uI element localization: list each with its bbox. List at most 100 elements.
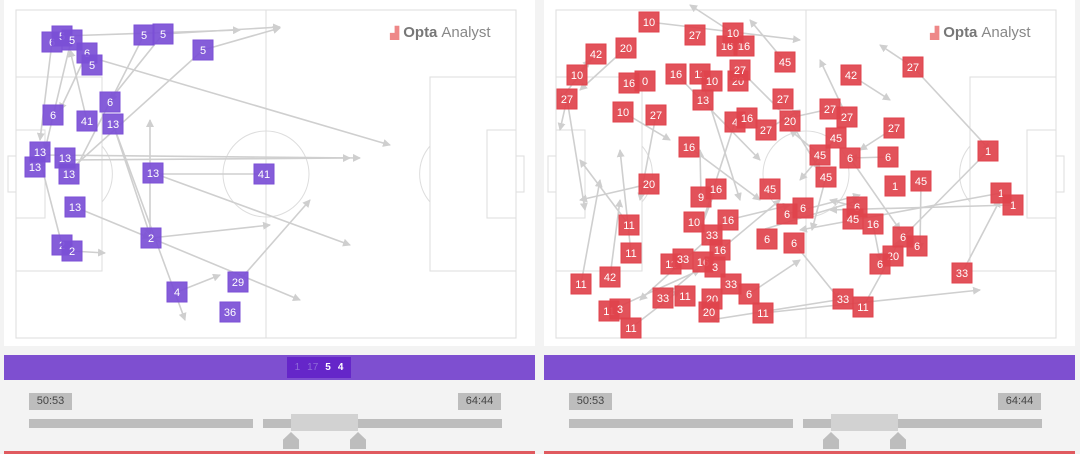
player-number: 20 bbox=[703, 307, 715, 319]
player-marker: 10 bbox=[566, 64, 588, 86]
player-number: 11 bbox=[694, 69, 705, 81]
marker-square bbox=[58, 163, 80, 185]
marker-square bbox=[840, 64, 862, 86]
player-number: 10 bbox=[617, 107, 629, 119]
player-filter-box[interactable]: 1 17 5 4 bbox=[287, 357, 351, 378]
player-number: 29 bbox=[232, 277, 244, 289]
player-number: 10 bbox=[688, 217, 700, 229]
opta-analyst-logo: ▟ Opta Analyst bbox=[390, 24, 491, 41]
marker-square bbox=[618, 214, 640, 236]
player-marker: 11 bbox=[852, 296, 874, 318]
player-number: 6 bbox=[791, 238, 797, 250]
player-number: 20 bbox=[620, 43, 632, 55]
pass-arrow bbox=[899, 150, 989, 241]
logo-bold: Opta bbox=[943, 24, 978, 41]
player-number: 6 bbox=[50, 110, 56, 122]
end-time: 64:44 bbox=[998, 393, 1041, 410]
marker-square bbox=[755, 119, 777, 141]
player-number: 13 bbox=[59, 153, 71, 165]
player-marker: 42 bbox=[599, 266, 621, 288]
timeline-selection[interactable] bbox=[831, 414, 898, 431]
player-number: 27 bbox=[888, 123, 900, 135]
marker-square bbox=[884, 175, 906, 197]
player-number: 33 bbox=[657, 293, 669, 305]
timeline-track[interactable] bbox=[263, 419, 502, 428]
pass-arrow bbox=[579, 183, 650, 203]
marker-square bbox=[638, 11, 660, 33]
player-marker: 11 bbox=[570, 273, 592, 295]
marker-square bbox=[253, 163, 275, 185]
away-pitch: 10 20 27 42 10 16 0 27 10 27 16 11 10 20 27 16 16 10 45 4 16… bbox=[544, 0, 1075, 346]
end-handle[interactable] bbox=[350, 432, 366, 449]
marker-square bbox=[729, 59, 751, 81]
player-number: 11 bbox=[625, 323, 636, 335]
marker-square bbox=[76, 110, 98, 132]
marker-square bbox=[684, 24, 706, 46]
bar-label[interactable]: 1 bbox=[294, 362, 301, 373]
marker-square bbox=[556, 88, 578, 110]
player-number: 6 bbox=[784, 209, 790, 221]
player-marker: 16 bbox=[705, 178, 727, 200]
start-time: 50:53 bbox=[569, 393, 612, 410]
player-number: 11 bbox=[665, 259, 676, 271]
pass-arrow bbox=[709, 298, 844, 323]
player-number: 3 bbox=[617, 304, 623, 316]
timeline-track[interactable] bbox=[29, 419, 253, 428]
player-marker: 6 bbox=[877, 146, 899, 168]
end-time: 64:44 bbox=[458, 393, 501, 410]
bar-label[interactable]: 5 bbox=[325, 362, 331, 373]
marker-square bbox=[638, 173, 660, 195]
timeline-track[interactable] bbox=[569, 419, 793, 428]
marker-square bbox=[704, 256, 726, 278]
marker-square bbox=[585, 43, 607, 65]
pass-arrow bbox=[150, 237, 301, 302]
player-number: 45 bbox=[779, 57, 791, 69]
marker-square bbox=[883, 117, 905, 139]
player-number: 16 bbox=[721, 41, 733, 53]
start-handle[interactable] bbox=[823, 432, 839, 449]
start-handle[interactable] bbox=[283, 432, 299, 449]
player-marker: 13 bbox=[102, 113, 124, 135]
home-pitch-svg: 655655556416131313131313134122242936 bbox=[7, 9, 525, 339]
player-marker: 10 bbox=[638, 11, 660, 33]
player-number: 2 bbox=[69, 246, 75, 258]
marker-square bbox=[877, 146, 899, 168]
player-marker: 4 bbox=[166, 281, 188, 303]
player-marker: 0 bbox=[634, 70, 656, 92]
pass-arrow bbox=[616, 149, 632, 254]
player-marker: 36 bbox=[219, 301, 241, 323]
player-number: 5 bbox=[141, 30, 147, 42]
pass-arrow bbox=[849, 157, 901, 231]
marker-square bbox=[862, 213, 884, 235]
marker-square bbox=[81, 54, 103, 76]
timeline-selection[interactable] bbox=[291, 414, 358, 431]
player-number: 10 bbox=[571, 70, 583, 82]
player-number: 0 bbox=[642, 76, 648, 88]
marker-square bbox=[634, 70, 656, 92]
marker-square bbox=[599, 266, 621, 288]
marker-square bbox=[717, 209, 739, 231]
pass-arrow bbox=[912, 66, 991, 151]
player-number: 11 bbox=[575, 279, 586, 291]
player-marker: 6 bbox=[906, 235, 928, 257]
player-number: 1 bbox=[998, 188, 1004, 200]
player-marker: 3 bbox=[609, 298, 631, 320]
bar-label[interactable]: 17 bbox=[307, 362, 319, 373]
player-number: 27 bbox=[907, 62, 919, 74]
end-handle[interactable] bbox=[890, 432, 906, 449]
right-penalty-box bbox=[969, 76, 1057, 272]
player-marker: 13 bbox=[64, 196, 86, 218]
marker-square bbox=[652, 287, 674, 309]
bar-label[interactable]: 4 bbox=[337, 362, 344, 373]
player-number: 41 bbox=[258, 169, 270, 181]
pass-arrow bbox=[152, 172, 351, 247]
player-number: 45 bbox=[915, 176, 927, 188]
player-number: 13 bbox=[147, 168, 159, 180]
away-pass-map-panel: 10 20 27 42 10 16 0 27 10 27 16 11 10 20 27 16 16 10 45 4 16… bbox=[540, 0, 1076, 454]
player-number: 11 bbox=[603, 306, 614, 318]
left-goal bbox=[547, 155, 557, 193]
player-marker: 45 bbox=[842, 208, 864, 230]
timeline-track[interactable] bbox=[803, 419, 1042, 428]
player-marker: 1 bbox=[977, 140, 999, 162]
pass-arrow bbox=[675, 73, 761, 161]
